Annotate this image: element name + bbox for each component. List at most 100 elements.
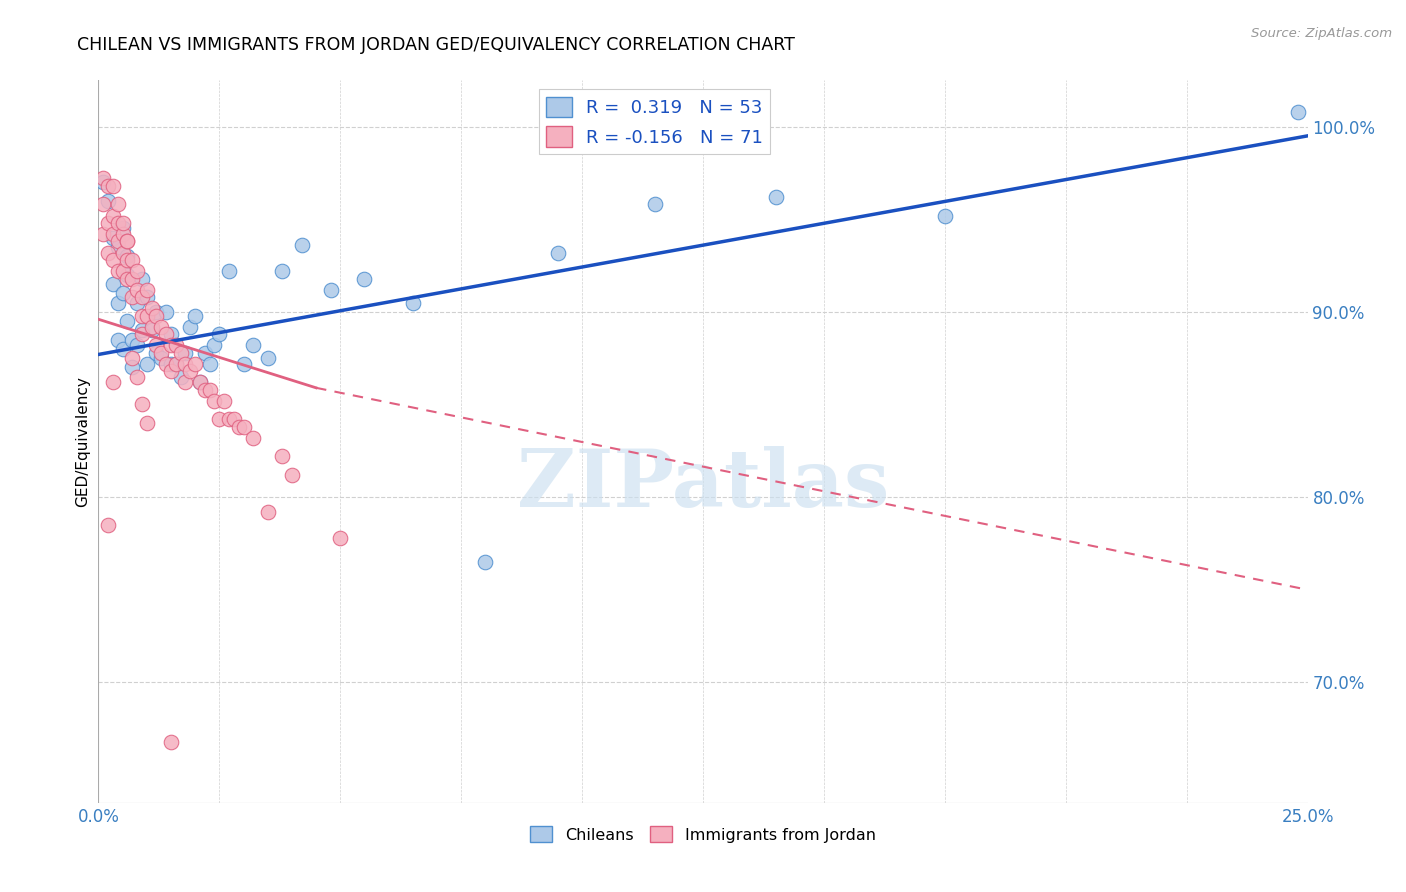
- Point: [188, 376, 211, 390]
- Point: [474, 555, 496, 569]
- Point: [319, 283, 342, 297]
- Point: [101, 252, 124, 267]
- Point: [131, 323, 153, 337]
- Point: [218, 412, 240, 426]
- Point: [145, 345, 167, 359]
- Point: [117, 249, 139, 263]
- Point: [228, 419, 250, 434]
- Point: [402, 295, 425, 310]
- Point: [204, 338, 226, 352]
- Point: [145, 309, 167, 323]
- Point: [281, 467, 304, 482]
- Point: [184, 309, 207, 323]
- Point: [97, 178, 120, 193]
- Point: [169, 345, 191, 359]
- Point: [91, 171, 114, 186]
- Point: [141, 319, 163, 334]
- Point: [174, 376, 197, 390]
- Point: [121, 351, 143, 366]
- Point: [121, 333, 143, 347]
- Point: [91, 227, 114, 241]
- Point: [131, 290, 153, 304]
- Point: [91, 175, 114, 189]
- Point: [204, 393, 226, 408]
- Legend: Chileans, Immigrants from Jordan: Chileans, Immigrants from Jordan: [523, 820, 883, 849]
- Point: [198, 383, 221, 397]
- Point: [179, 319, 201, 334]
- Point: [135, 416, 157, 430]
- Point: [135, 290, 157, 304]
- Point: [111, 221, 134, 235]
- Point: [212, 393, 235, 408]
- Point: [101, 277, 124, 291]
- Point: [135, 309, 157, 323]
- Point: [150, 345, 173, 359]
- Point: [353, 271, 375, 285]
- Point: [107, 216, 129, 230]
- Text: Source: ZipAtlas.com: Source: ZipAtlas.com: [1251, 27, 1392, 40]
- Point: [160, 338, 183, 352]
- Point: [101, 227, 124, 241]
- Text: CHILEAN VS IMMIGRANTS FROM JORDAN GED/EQUIVALENCY CORRELATION CHART: CHILEAN VS IMMIGRANTS FROM JORDAN GED/EQ…: [77, 36, 796, 54]
- Point: [101, 209, 124, 223]
- Point: [198, 357, 221, 371]
- Point: [127, 338, 149, 352]
- Text: ZIPatlas: ZIPatlas: [517, 446, 889, 524]
- Point: [107, 333, 129, 347]
- Point: [160, 734, 183, 748]
- Point: [121, 290, 143, 304]
- Point: [127, 295, 149, 310]
- Point: [242, 338, 264, 352]
- Point: [121, 252, 143, 267]
- Point: [131, 397, 153, 411]
- Point: [107, 197, 129, 211]
- Point: [111, 216, 134, 230]
- Point: [934, 209, 956, 223]
- Point: [117, 252, 139, 267]
- Point: [121, 271, 143, 285]
- Point: [97, 517, 120, 532]
- Point: [765, 190, 787, 204]
- Point: [194, 383, 217, 397]
- Point: [165, 338, 187, 352]
- Point: [101, 376, 124, 390]
- Point: [111, 286, 134, 301]
- Point: [160, 357, 183, 371]
- Point: [160, 327, 183, 342]
- Point: [188, 376, 211, 390]
- Point: [107, 240, 129, 254]
- Point: [111, 227, 134, 241]
- Point: [218, 264, 240, 278]
- Point: [256, 505, 278, 519]
- Point: [208, 327, 231, 342]
- Point: [150, 351, 173, 366]
- Point: [160, 364, 183, 378]
- Point: [208, 412, 231, 426]
- Point: [91, 197, 114, 211]
- Point: [117, 271, 139, 285]
- Point: [644, 197, 666, 211]
- Point: [107, 264, 129, 278]
- Point: [271, 264, 294, 278]
- Point: [1286, 104, 1309, 119]
- Point: [131, 327, 153, 342]
- Point: [107, 235, 129, 249]
- Point: [141, 301, 163, 315]
- Point: [97, 216, 120, 230]
- Point: [155, 357, 177, 371]
- Point: [271, 450, 294, 464]
- Point: [256, 351, 278, 366]
- Point: [97, 245, 120, 260]
- Point: [155, 327, 177, 342]
- Point: [107, 295, 129, 310]
- Point: [232, 419, 254, 434]
- Point: [184, 357, 207, 371]
- Point: [131, 271, 153, 285]
- Point: [141, 323, 163, 337]
- Point: [135, 357, 157, 371]
- Point: [329, 531, 352, 545]
- Point: [179, 364, 201, 378]
- Point: [117, 235, 139, 249]
- Point: [194, 345, 217, 359]
- Point: [174, 357, 197, 371]
